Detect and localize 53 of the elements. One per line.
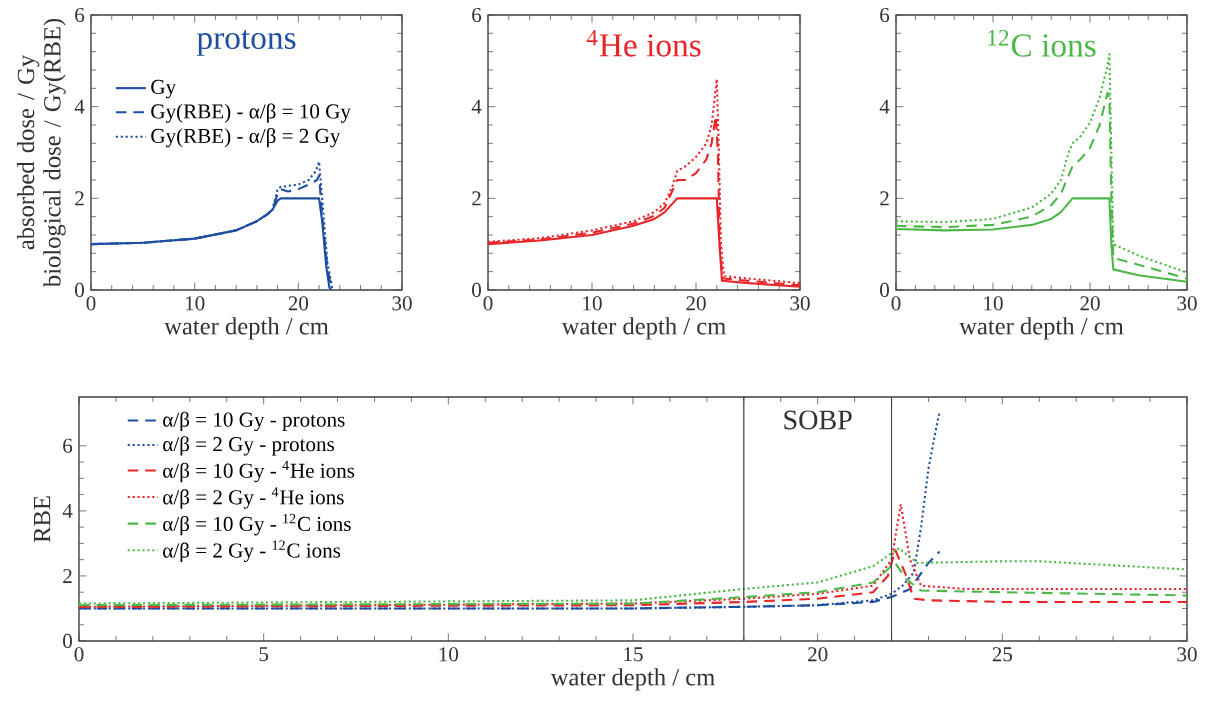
- y-tick-label: 0: [63, 633, 72, 649]
- x-axis-title: water depth / cm: [561, 317, 726, 340]
- chart-title: $^{4}$He ions: [586, 29, 701, 57]
- x-tick-label: 30: [1177, 647, 1197, 662]
- y-tick-label: 4: [879, 99, 890, 114]
- x-tick-label: 0: [483, 296, 493, 311]
- y-tick-label: 4: [74, 99, 85, 114]
- x-tick-label: 10: [185, 296, 205, 311]
- legend-label: α/β = 2 Gy - $^{12}$C ions: [163, 540, 341, 563]
- y-tick-label: 2: [75, 191, 84, 206]
- x-tick-label: 10: [984, 296, 1003, 311]
- legend-label: α/β = 10 Gy - $^{12}$C ions: [163, 513, 351, 536]
- x-tick-label: 5: [259, 647, 269, 662]
- x-tick-label: 30: [790, 296, 810, 311]
- chart-title: protons: [196, 29, 296, 56]
- x-tick-label: 20: [288, 296, 309, 311]
- legend-label: Gy: [151, 79, 177, 99]
- legend-label: Gy(RBE) - α/β = 10 Gy: [151, 103, 351, 123]
- annotation: SOBP: [784, 410, 852, 430]
- y-axis-title: absorbed dose / Gy biological dose / Gy(RBE): [16, 18, 66, 288]
- y-tick-label: 0: [472, 282, 481, 298]
- legend-label: α/β = 10 Gy - protons: [163, 411, 345, 432]
- x-tick-label: 25: [992, 647, 1013, 662]
- y-tick-label: 4: [62, 503, 73, 518]
- x-tick-label: 0: [86, 296, 96, 311]
- legend-label: α/β = 10 Gy - $^{4}$He ions: [163, 460, 355, 483]
- y-tick-label: 0: [880, 282, 889, 298]
- x-tick-label: 20: [808, 647, 828, 662]
- x-tick-label: 0: [891, 296, 901, 311]
- x-tick-label: 20: [686, 296, 706, 311]
- legend-label: α/β = 2 Gy - protons: [163, 436, 335, 456]
- y-tick-label: 6: [472, 7, 482, 23]
- x-tick-label: 30: [1177, 296, 1197, 311]
- y-tick-label: 6: [75, 7, 85, 23]
- x-axis-title: water depth / cm: [550, 668, 715, 691]
- y-axis-title: RBE: [34, 496, 51, 543]
- y-tick-label: 0: [75, 282, 84, 298]
- legend-label: Gy(RBE) - α/β = 2 Gy: [151, 127, 341, 148]
- y-tick-label: 2: [63, 568, 72, 583]
- y-tick-label: 6: [63, 438, 73, 453]
- x-axis-title: water depth / cm: [164, 317, 329, 340]
- y-tick-label: 2: [880, 191, 889, 206]
- chart-title: $^{12}$C ions: [988, 29, 1096, 57]
- x-axis-title: water depth / cm: [959, 317, 1124, 340]
- legend-label: α/β = 2 Gy - $^{4}$He ions: [163, 487, 344, 509]
- x-tick-label: 15: [624, 647, 643, 662]
- y-tick-label: 6: [880, 7, 890, 23]
- x-tick-label: 20: [1080, 296, 1100, 311]
- x-tick-label: 10: [439, 647, 459, 662]
- x-tick-label: 10: [583, 296, 602, 311]
- y-tick-label: 4: [471, 99, 482, 114]
- y-tick-label: 2: [472, 191, 481, 206]
- x-tick-label: 30: [392, 296, 412, 311]
